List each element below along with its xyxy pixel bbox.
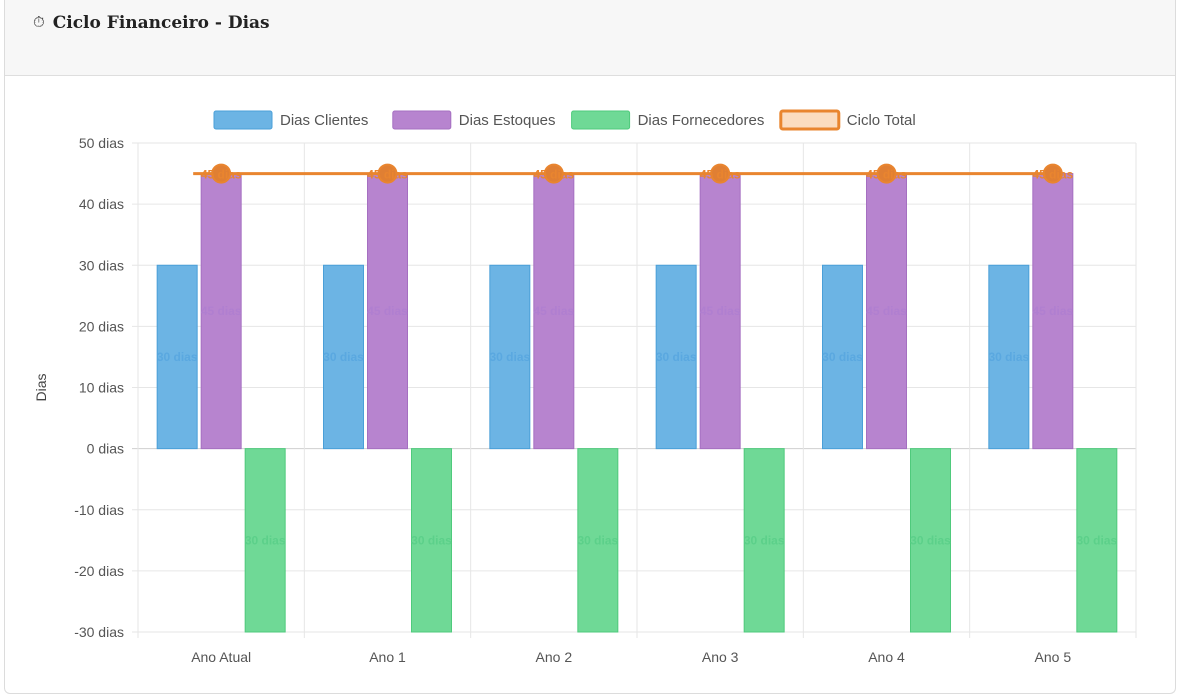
data-label: 30 dias: [245, 533, 286, 547]
y-tick-label: 50 dias: [79, 135, 124, 151]
y-tick-label: 0 dias: [87, 441, 124, 457]
legend-label: Dias Clientes: [280, 112, 368, 129]
data-label: 30 dias: [577, 533, 618, 547]
data-label: 45 dias: [1032, 168, 1073, 182]
data-label: 30 dias: [411, 533, 452, 547]
line-point: [543, 163, 564, 184]
bar-dias-clientes: [822, 264, 863, 450]
x-tick-label: Ano 5: [1035, 649, 1072, 665]
bar-dias-estoques: [200, 173, 242, 450]
data-label: 45 dias: [367, 304, 408, 318]
x-tick-label: Ano 3: [702, 649, 739, 665]
card-header: ⏱ Ciclo Financeiro - Dias: [5, 0, 1175, 76]
bar-dias-clientes: [489, 264, 531, 450]
bar-dias-fornecedores: [910, 448, 951, 633]
y-tick-label: 30 dias: [79, 257, 124, 273]
bar-dias-fornecedores: [743, 448, 785, 633]
line-point: [211, 163, 232, 184]
bar-dias-fornecedores: [1076, 448, 1118, 633]
data-label: 45 dias: [533, 168, 574, 182]
stopwatch-icon: ⏱: [33, 14, 45, 31]
x-tick-label: Ano 4: [868, 649, 905, 665]
data-label: 30 dias: [656, 350, 697, 364]
legend-swatch: [571, 110, 631, 130]
bar-dias-clientes: [323, 264, 364, 450]
y-tick-label: 20 dias: [79, 318, 124, 334]
legend-swatch: [213, 110, 273, 130]
data-label: 45 dias: [367, 168, 408, 182]
bar-dias-fornecedores: [244, 448, 286, 633]
y-tick-label: 10 dias: [79, 380, 124, 396]
legend-label: Dias Fornecedores: [638, 112, 765, 129]
bar-dias-fornecedores: [411, 448, 452, 633]
y-axis-title: Dias: [33, 373, 49, 401]
bar-dias-clientes: [988, 264, 1030, 450]
line-point: [1042, 163, 1063, 184]
data-label: 45 dias: [700, 168, 741, 182]
data-label: 45 dias: [866, 168, 907, 182]
line-point: [377, 163, 398, 184]
y-tick-label: 40 dias: [79, 196, 124, 212]
line-point: [876, 163, 897, 184]
legend-swatch: [779, 109, 841, 131]
bar-dias-estoques: [367, 173, 408, 450]
bar-dias-clientes: [156, 264, 198, 450]
bar-dias-estoques: [533, 173, 575, 450]
data-label: 30 dias: [822, 350, 863, 364]
data-label: 45 dias: [700, 304, 741, 318]
data-label: 30 dias: [744, 533, 785, 547]
data-label: 30 dias: [157, 350, 198, 364]
x-tick-label: Ano Atual: [191, 649, 251, 665]
data-label: 30 dias: [323, 350, 364, 364]
legend-swatch: [392, 110, 452, 130]
y-tick-label: -10 dias: [74, 502, 124, 518]
card-title: Ciclo Financeiro - Dias: [52, 13, 270, 33]
y-tick-label: -30 dias: [74, 624, 124, 640]
legend-label: Dias Estoques: [459, 112, 556, 129]
x-tick-label: Ano 1: [369, 649, 406, 665]
data-label: 45 dias: [1032, 304, 1073, 318]
line-point: [710, 163, 731, 184]
data-label: 30 dias: [489, 350, 530, 364]
data-label: 45 dias: [533, 304, 574, 318]
x-tick-label: Ano 2: [536, 649, 573, 665]
data-label: 45 dias: [201, 304, 242, 318]
bar-dias-fornecedores: [577, 448, 619, 633]
y-tick-label: -20 dias: [74, 563, 124, 579]
data-label: 45 dias: [201, 168, 242, 182]
data-label: 45 dias: [866, 304, 907, 318]
legend-label: Ciclo Total: [847, 112, 916, 129]
data-label: 30 dias: [988, 350, 1029, 364]
data-label: 30 dias: [1076, 533, 1117, 547]
data-label: 30 dias: [910, 533, 951, 547]
bar-dias-clientes: [655, 264, 697, 450]
